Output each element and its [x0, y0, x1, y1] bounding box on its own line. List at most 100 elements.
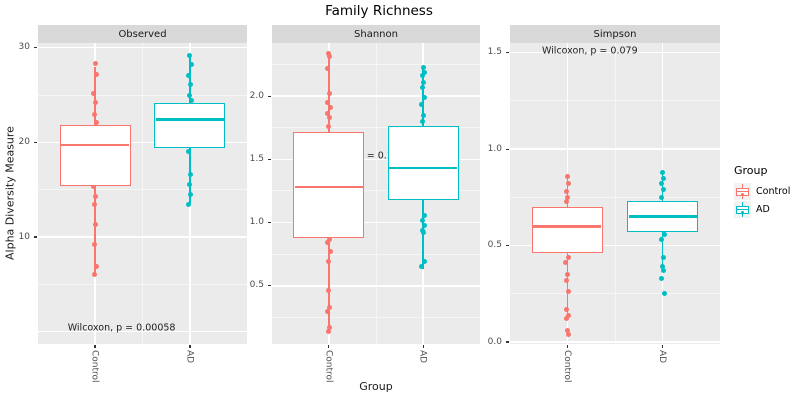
legend-item-control: Control	[734, 183, 800, 200]
jitter-point	[565, 289, 571, 295]
y-tick-mark	[268, 285, 271, 287]
jitter-point	[326, 115, 332, 121]
whisker-upper	[94, 66, 96, 126]
x-tick-mark	[94, 345, 96, 348]
jitter-point	[93, 222, 99, 228]
jitter-point	[185, 149, 191, 155]
jitter-point	[420, 64, 426, 70]
key-whisker-bottom	[741, 212, 744, 217]
jitter-point	[563, 189, 569, 195]
y-tick-label: 0.5	[249, 280, 264, 291]
jitter-point	[324, 111, 330, 117]
jitter-point	[91, 242, 97, 248]
boxplot-box-control	[293, 131, 365, 238]
jitter-point	[565, 194, 571, 200]
jitter-point	[325, 65, 331, 71]
jitter-point	[661, 175, 667, 181]
x-tick-label: AD	[657, 350, 668, 364]
wilcoxon-annotation-observed: Wilcoxon, p = 0.00058	[67, 322, 176, 334]
y-tick-label: 1.0	[487, 143, 502, 154]
legend-item-ad: AD	[734, 201, 800, 218]
jitter-point	[93, 263, 99, 269]
jitter-point	[420, 227, 426, 233]
jitter-point	[564, 173, 570, 179]
boxplot-box-ad	[154, 102, 226, 149]
jitter-point	[188, 191, 194, 197]
jitter-point	[565, 331, 571, 337]
jitter-point	[92, 193, 98, 199]
jitter-point	[186, 92, 192, 98]
jitter-point	[92, 202, 98, 208]
whisker-lower	[566, 253, 569, 314]
jitter-point	[660, 169, 666, 175]
whisker-upper	[661, 172, 664, 202]
jitter-point	[566, 181, 572, 187]
y-tick-mark	[34, 236, 37, 238]
jitter-point	[188, 82, 194, 88]
jitter-point	[421, 69, 427, 75]
x-tick-mark	[566, 345, 568, 348]
whisker-upper	[189, 57, 191, 103]
jitter-point	[326, 91, 332, 97]
jitter-point	[660, 187, 666, 193]
x-tick-mark	[662, 345, 664, 348]
jitter-point	[658, 237, 664, 243]
x-tick-mark	[328, 345, 330, 348]
boxplot-box-control	[59, 125, 131, 186]
y-axis-title: Alpha Diversity Measure	[3, 126, 17, 261]
jitter-point	[421, 79, 427, 85]
jitter-point	[422, 94, 428, 100]
jitter-point	[189, 98, 195, 104]
jitter-point	[94, 120, 100, 125]
y-tick-label: 10	[18, 231, 30, 242]
jitter-point	[327, 236, 333, 242]
jitter-point	[421, 259, 427, 265]
jitter-point	[93, 71, 99, 77]
jitter-point	[419, 102, 425, 108]
key-median	[737, 208, 748, 210]
y-tick-mark	[506, 52, 509, 54]
facet-strip-observed: Observed	[38, 25, 247, 43]
jitter-point	[564, 316, 570, 322]
whisker-lower	[94, 185, 96, 275]
jitter-point	[565, 327, 571, 333]
y-tick-mark	[506, 341, 509, 343]
jitter-point	[187, 52, 193, 58]
jitter-point	[421, 112, 427, 118]
x-tick-label: Control	[323, 350, 334, 383]
jitter-point	[564, 277, 570, 283]
jitter-point	[186, 72, 192, 78]
y-tick-mark	[34, 141, 37, 143]
key-point	[740, 210, 745, 215]
jitter-point	[563, 260, 569, 266]
y-tick-label: 1.5	[249, 153, 264, 164]
jitter-point	[325, 259, 331, 265]
jitter-point	[325, 99, 331, 105]
jitter-point	[188, 62, 194, 68]
jitter-point	[90, 184, 96, 190]
boxplot-median	[628, 215, 697, 218]
jitter-point	[325, 123, 331, 129]
key-whisker-bottom	[741, 194, 744, 199]
y-tick-mark	[506, 148, 509, 150]
whisker-lower	[328, 237, 330, 332]
x-tick-label: AD	[417, 350, 428, 364]
jitter-point	[563, 306, 569, 312]
key-point	[740, 192, 745, 197]
y-tick-mark	[268, 158, 271, 160]
jitter-point	[91, 90, 97, 96]
jitter-point	[564, 198, 570, 204]
y-tick-label: 1.5	[487, 47, 502, 58]
wilcoxon-annotation-simpson: Wilcoxon, p = 0.079	[541, 45, 638, 57]
legend-label-control: Control	[756, 186, 791, 197]
jitter-point	[93, 100, 99, 106]
jitter-point	[420, 118, 426, 124]
jitter-point	[420, 230, 426, 236]
jitter-point	[421, 212, 427, 218]
x-tick-mark	[422, 345, 424, 348]
jitter-point	[326, 328, 332, 334]
x-tick-mark	[189, 345, 191, 348]
y-tick-mark	[34, 47, 37, 49]
jitter-point	[325, 240, 331, 246]
